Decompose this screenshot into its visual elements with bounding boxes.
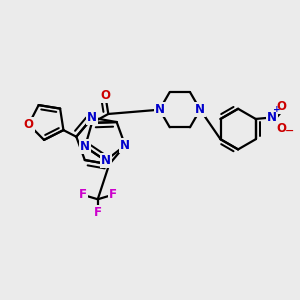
- Text: N: N: [195, 103, 205, 116]
- Text: N: N: [87, 111, 97, 124]
- Text: F: F: [109, 188, 117, 201]
- Text: −: −: [284, 126, 294, 136]
- Text: +: +: [273, 106, 281, 115]
- Text: O: O: [24, 118, 34, 131]
- Text: O: O: [277, 122, 287, 135]
- Text: O: O: [277, 100, 287, 112]
- Text: F: F: [94, 206, 102, 219]
- Text: N: N: [80, 140, 90, 153]
- Text: F: F: [79, 188, 87, 201]
- Text: N: N: [154, 103, 165, 116]
- Text: N: N: [100, 154, 111, 167]
- Text: N: N: [120, 139, 130, 152]
- Text: N: N: [267, 111, 277, 124]
- Text: O: O: [100, 89, 110, 102]
